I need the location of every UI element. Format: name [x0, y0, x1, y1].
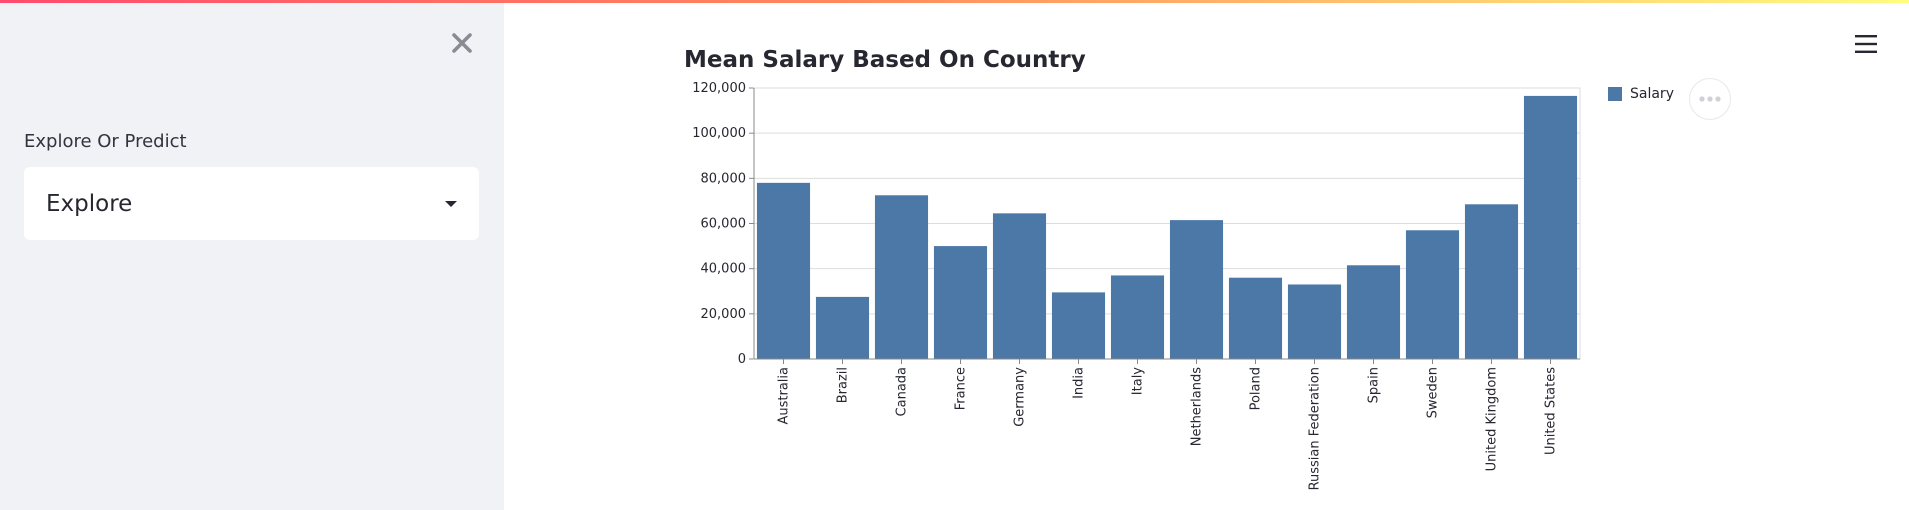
close-icon — [452, 33, 472, 53]
bar — [815, 296, 870, 359]
sidebar: Explore Or Predict Explore — [0, 0, 504, 510]
bar — [992, 213, 1047, 359]
bar — [1405, 230, 1460, 359]
x-tick-label: France — [954, 367, 969, 410]
bar — [1110, 275, 1165, 359]
chart-legend: Salary — [1608, 86, 1674, 102]
top-decoration-bar — [0, 0, 1909, 3]
x-tick-label: Italy — [1131, 367, 1146, 396]
y-tick-label: 120,000 — [692, 81, 746, 96]
y-tick-label: 40,000 — [701, 262, 747, 277]
bar — [1228, 277, 1283, 359]
y-tick-label: 0 — [738, 352, 746, 367]
bar — [874, 195, 929, 359]
x-tick-label: Australia — [777, 367, 792, 425]
x-tick-label: Sweden — [1426, 367, 1441, 418]
x-tick-label: Russian Federation — [1308, 367, 1323, 490]
x-tick-label: Canada — [895, 367, 910, 416]
x-tick-label: United States — [1544, 367, 1559, 455]
bar — [1051, 292, 1106, 359]
x-tick-label: Brazil — [836, 367, 851, 403]
legend-swatch — [1608, 87, 1622, 101]
bar — [1464, 204, 1519, 359]
bar-chart: 0 20,000 40,000 60,000 80,000 100,000 120,000 A… — [692, 81, 1581, 490]
bar — [756, 182, 811, 359]
bar — [1287, 284, 1342, 359]
select-label: Explore Or Predict — [24, 131, 187, 152]
y-tick-label: 60,000 — [701, 217, 747, 232]
x-tick-label: Poland — [1249, 367, 1264, 410]
x-tick-label: Netherlands — [1190, 367, 1205, 446]
y-tick-label: 100,000 — [692, 126, 746, 141]
more-actions-icon — [1699, 96, 1721, 102]
bar — [1523, 95, 1578, 359]
legend-label: Salary — [1630, 86, 1674, 102]
chart-title: Mean Salary Based On Country — [684, 47, 1086, 73]
bar — [1169, 220, 1224, 359]
x-tick-label: Spain — [1367, 367, 1382, 403]
hamburger-menu-icon — [1855, 35, 1877, 53]
x-tick-label: United Kingdom — [1485, 367, 1500, 471]
caret-down-icon — [445, 200, 457, 207]
main-menu-button[interactable] — [1853, 31, 1879, 57]
explore-predict-select[interactable]: Explore — [24, 167, 479, 240]
x-tick-label: Germany — [1013, 367, 1028, 427]
select-value: Explore — [46, 190, 133, 217]
close-sidebar-button[interactable] — [447, 28, 477, 58]
chart-more-actions-button[interactable] — [1689, 78, 1731, 120]
y-tick-label: 20,000 — [701, 307, 747, 322]
y-tick-label: 80,000 — [701, 171, 747, 186]
bar — [1346, 265, 1401, 359]
x-tick-label: India — [1072, 367, 1087, 399]
bar — [933, 246, 988, 359]
